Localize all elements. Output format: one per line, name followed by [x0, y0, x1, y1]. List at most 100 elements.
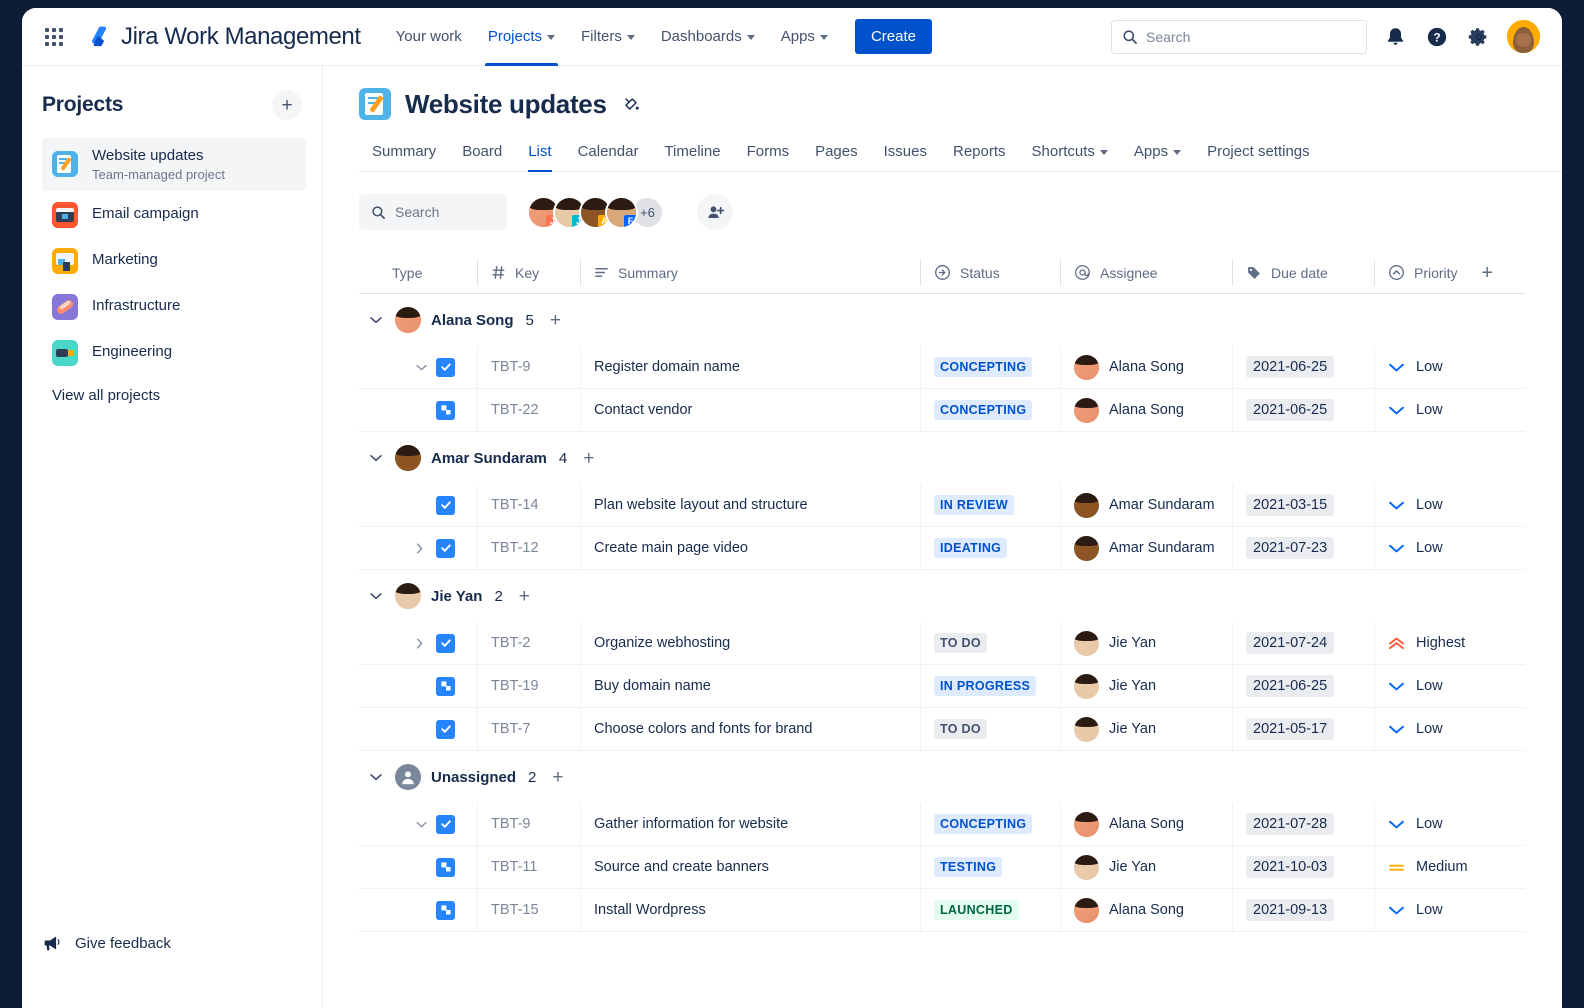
status-badge[interactable]: CONCEPTING [934, 357, 1033, 377]
nav-projects[interactable]: Projects [475, 8, 568, 66]
give-feedback-button[interactable]: Give feedback [42, 934, 171, 952]
notifications-icon[interactable] [1381, 23, 1409, 51]
cell-type[interactable] [359, 389, 477, 431]
column-header-summary[interactable]: Summary [580, 259, 920, 286]
app-switcher-grid-icon[interactable] [42, 25, 66, 49]
due-date-pill[interactable]: 2021-06-25 [1246, 356, 1335, 378]
tab-summary[interactable]: Summary [359, 134, 449, 171]
issue-key[interactable]: TBT-12 [491, 540, 539, 556]
assignee-chip[interactable]: Jie Yan [1074, 854, 1156, 880]
tab-forms[interactable]: Forms [734, 134, 803, 171]
cell-type[interactable] [359, 889, 477, 931]
cell-type[interactable] [359, 527, 477, 569]
status-badge[interactable]: TESTING [934, 857, 1003, 877]
cell-summary[interactable]: Source and create banners [580, 846, 920, 888]
settings-gear-icon[interactable] [1465, 23, 1493, 51]
table-row[interactable]: TBT-11 Source and create banners TESTING… [359, 846, 1525, 889]
sidebar-item-email-campaign[interactable]: Email campaign [42, 193, 306, 237]
priority-chip[interactable]: Low [1388, 402, 1443, 418]
table-row[interactable]: TBT-12 Create main page video IDEATING A… [359, 527, 1525, 570]
issue-key[interactable]: TBT-19 [491, 678, 539, 694]
tab-project-settings[interactable]: Project settings [1194, 134, 1323, 171]
task-type-icon[interactable] [436, 357, 455, 377]
due-date-pill[interactable]: 2021-09-13 [1246, 899, 1335, 921]
tab-board[interactable]: Board [449, 134, 515, 171]
status-badge[interactable]: CONCEPTING [934, 400, 1033, 420]
global-search-input[interactable]: Search [1111, 19, 1367, 54]
priority-chip[interactable]: Low [1388, 359, 1443, 375]
priority-chip[interactable]: Low [1388, 816, 1443, 832]
chevron-down-icon[interactable] [367, 592, 385, 600]
chevron-down-icon[interactable] [367, 454, 385, 462]
due-date-pill[interactable]: 2021-06-25 [1246, 675, 1335, 697]
cell-type[interactable] [359, 622, 477, 664]
issue-key[interactable]: TBT-14 [491, 497, 539, 513]
tab-timeline[interactable]: Timeline [651, 134, 733, 171]
add-column-button[interactable]: + [1481, 261, 1493, 284]
sidebar-item-marketing[interactable]: Marketing [42, 239, 306, 283]
task-type-icon[interactable] [436, 814, 455, 834]
due-date-pill[interactable]: 2021-07-23 [1246, 537, 1335, 559]
tab-pages[interactable]: Pages [802, 134, 871, 171]
cell-summary[interactable]: Gather information for website [580, 803, 920, 845]
cell-type[interactable] [359, 665, 477, 707]
table-row[interactable]: TBT-9 Register domain name CONCEPTING Al… [359, 346, 1525, 389]
table-row[interactable]: TBT-7 Choose colors and fonts for brand … [359, 708, 1525, 751]
status-badge[interactable]: IN PROGRESS [934, 676, 1037, 696]
due-date-pill[interactable]: 2021-07-28 [1246, 813, 1335, 835]
cell-summary[interactable]: Buy domain name [580, 665, 920, 707]
table-row[interactable]: TBT-14 Plan website layout and structure… [359, 484, 1525, 527]
chevron-down-icon[interactable] [367, 773, 385, 781]
due-date-pill[interactable]: 2021-03-15 [1246, 494, 1335, 516]
issue-key[interactable]: TBT-22 [491, 402, 539, 418]
tab-apps[interactable]: Apps [1121, 134, 1194, 171]
group-header-unassigned[interactable]: Unassigned 2 + [359, 751, 1525, 803]
task-type-icon[interactable] [436, 538, 455, 558]
assignee-chip[interactable]: Alana Song [1074, 397, 1184, 423]
list-search-input[interactable]: Search [359, 194, 507, 230]
chevron-down-icon[interactable] [416, 364, 428, 371]
add-issue-to-group-button[interactable]: + [549, 309, 561, 331]
avatar[interactable]: F [605, 195, 638, 229]
column-header-due-date[interactable]: Due date [1232, 259, 1374, 286]
assignee-chip[interactable]: Jie Yan [1074, 630, 1156, 656]
sidebar-item-infrastructure[interactable]: Infrastructure [42, 285, 306, 329]
tab-issues[interactable]: Issues [871, 134, 940, 171]
assignee-chip[interactable]: Jie Yan [1074, 673, 1156, 699]
add-issue-to-group-button[interactable]: + [552, 766, 564, 788]
issue-key[interactable]: TBT-9 [491, 359, 531, 375]
add-people-button[interactable] [697, 194, 733, 230]
cell-type[interactable] [359, 484, 477, 526]
cell-summary[interactable]: Contact vendor [580, 389, 920, 431]
due-date-pill[interactable]: 2021-06-25 [1246, 399, 1335, 421]
assignee-chip[interactable]: Alana Song [1074, 811, 1184, 837]
status-badge[interactable]: CONCEPTING [934, 814, 1033, 834]
status-badge[interactable]: TO DO [934, 633, 987, 653]
column-header-assignee[interactable]: Assignee [1060, 259, 1232, 286]
due-date-pill[interactable]: 2021-05-17 [1246, 718, 1335, 740]
status-badge[interactable]: LAUNCHED [934, 900, 1019, 920]
issue-key[interactable]: TBT-9 [491, 816, 531, 832]
issue-key[interactable]: TBT-2 [491, 635, 531, 651]
priority-chip[interactable]: Low [1388, 497, 1443, 513]
subtask-type-icon[interactable] [436, 900, 455, 920]
chevron-right-icon[interactable] [416, 637, 428, 649]
add-issue-to-group-button[interactable]: + [583, 447, 595, 469]
priority-chip[interactable]: Low [1388, 902, 1443, 918]
column-header-priority[interactable]: Priority + [1374, 259, 1514, 286]
due-date-pill[interactable]: 2021-07-24 [1246, 632, 1335, 654]
chevron-down-icon[interactable] [416, 821, 428, 828]
brand-home-link[interactable]: Jira Work Management [86, 23, 361, 51]
assignee-chip[interactable]: Amar Sundaram [1074, 492, 1215, 518]
tab-shortcuts[interactable]: Shortcuts [1019, 134, 1121, 171]
cell-type[interactable] [359, 346, 477, 388]
group-header-jie-yan[interactable]: Jie Yan 2 + [359, 570, 1525, 622]
nav-your-work[interactable]: Your work [383, 8, 475, 66]
cell-summary[interactable]: Organize webhosting [580, 622, 920, 664]
column-header-key[interactable]: Key [477, 259, 580, 286]
column-header-type[interactable]: Type [359, 260, 477, 286]
add-issue-to-group-button[interactable]: + [518, 585, 530, 607]
status-badge[interactable]: TO DO [934, 719, 987, 739]
assignee-chip[interactable]: Amar Sundaram [1074, 535, 1215, 561]
status-badge[interactable]: IN REVIEW [934, 495, 1014, 515]
